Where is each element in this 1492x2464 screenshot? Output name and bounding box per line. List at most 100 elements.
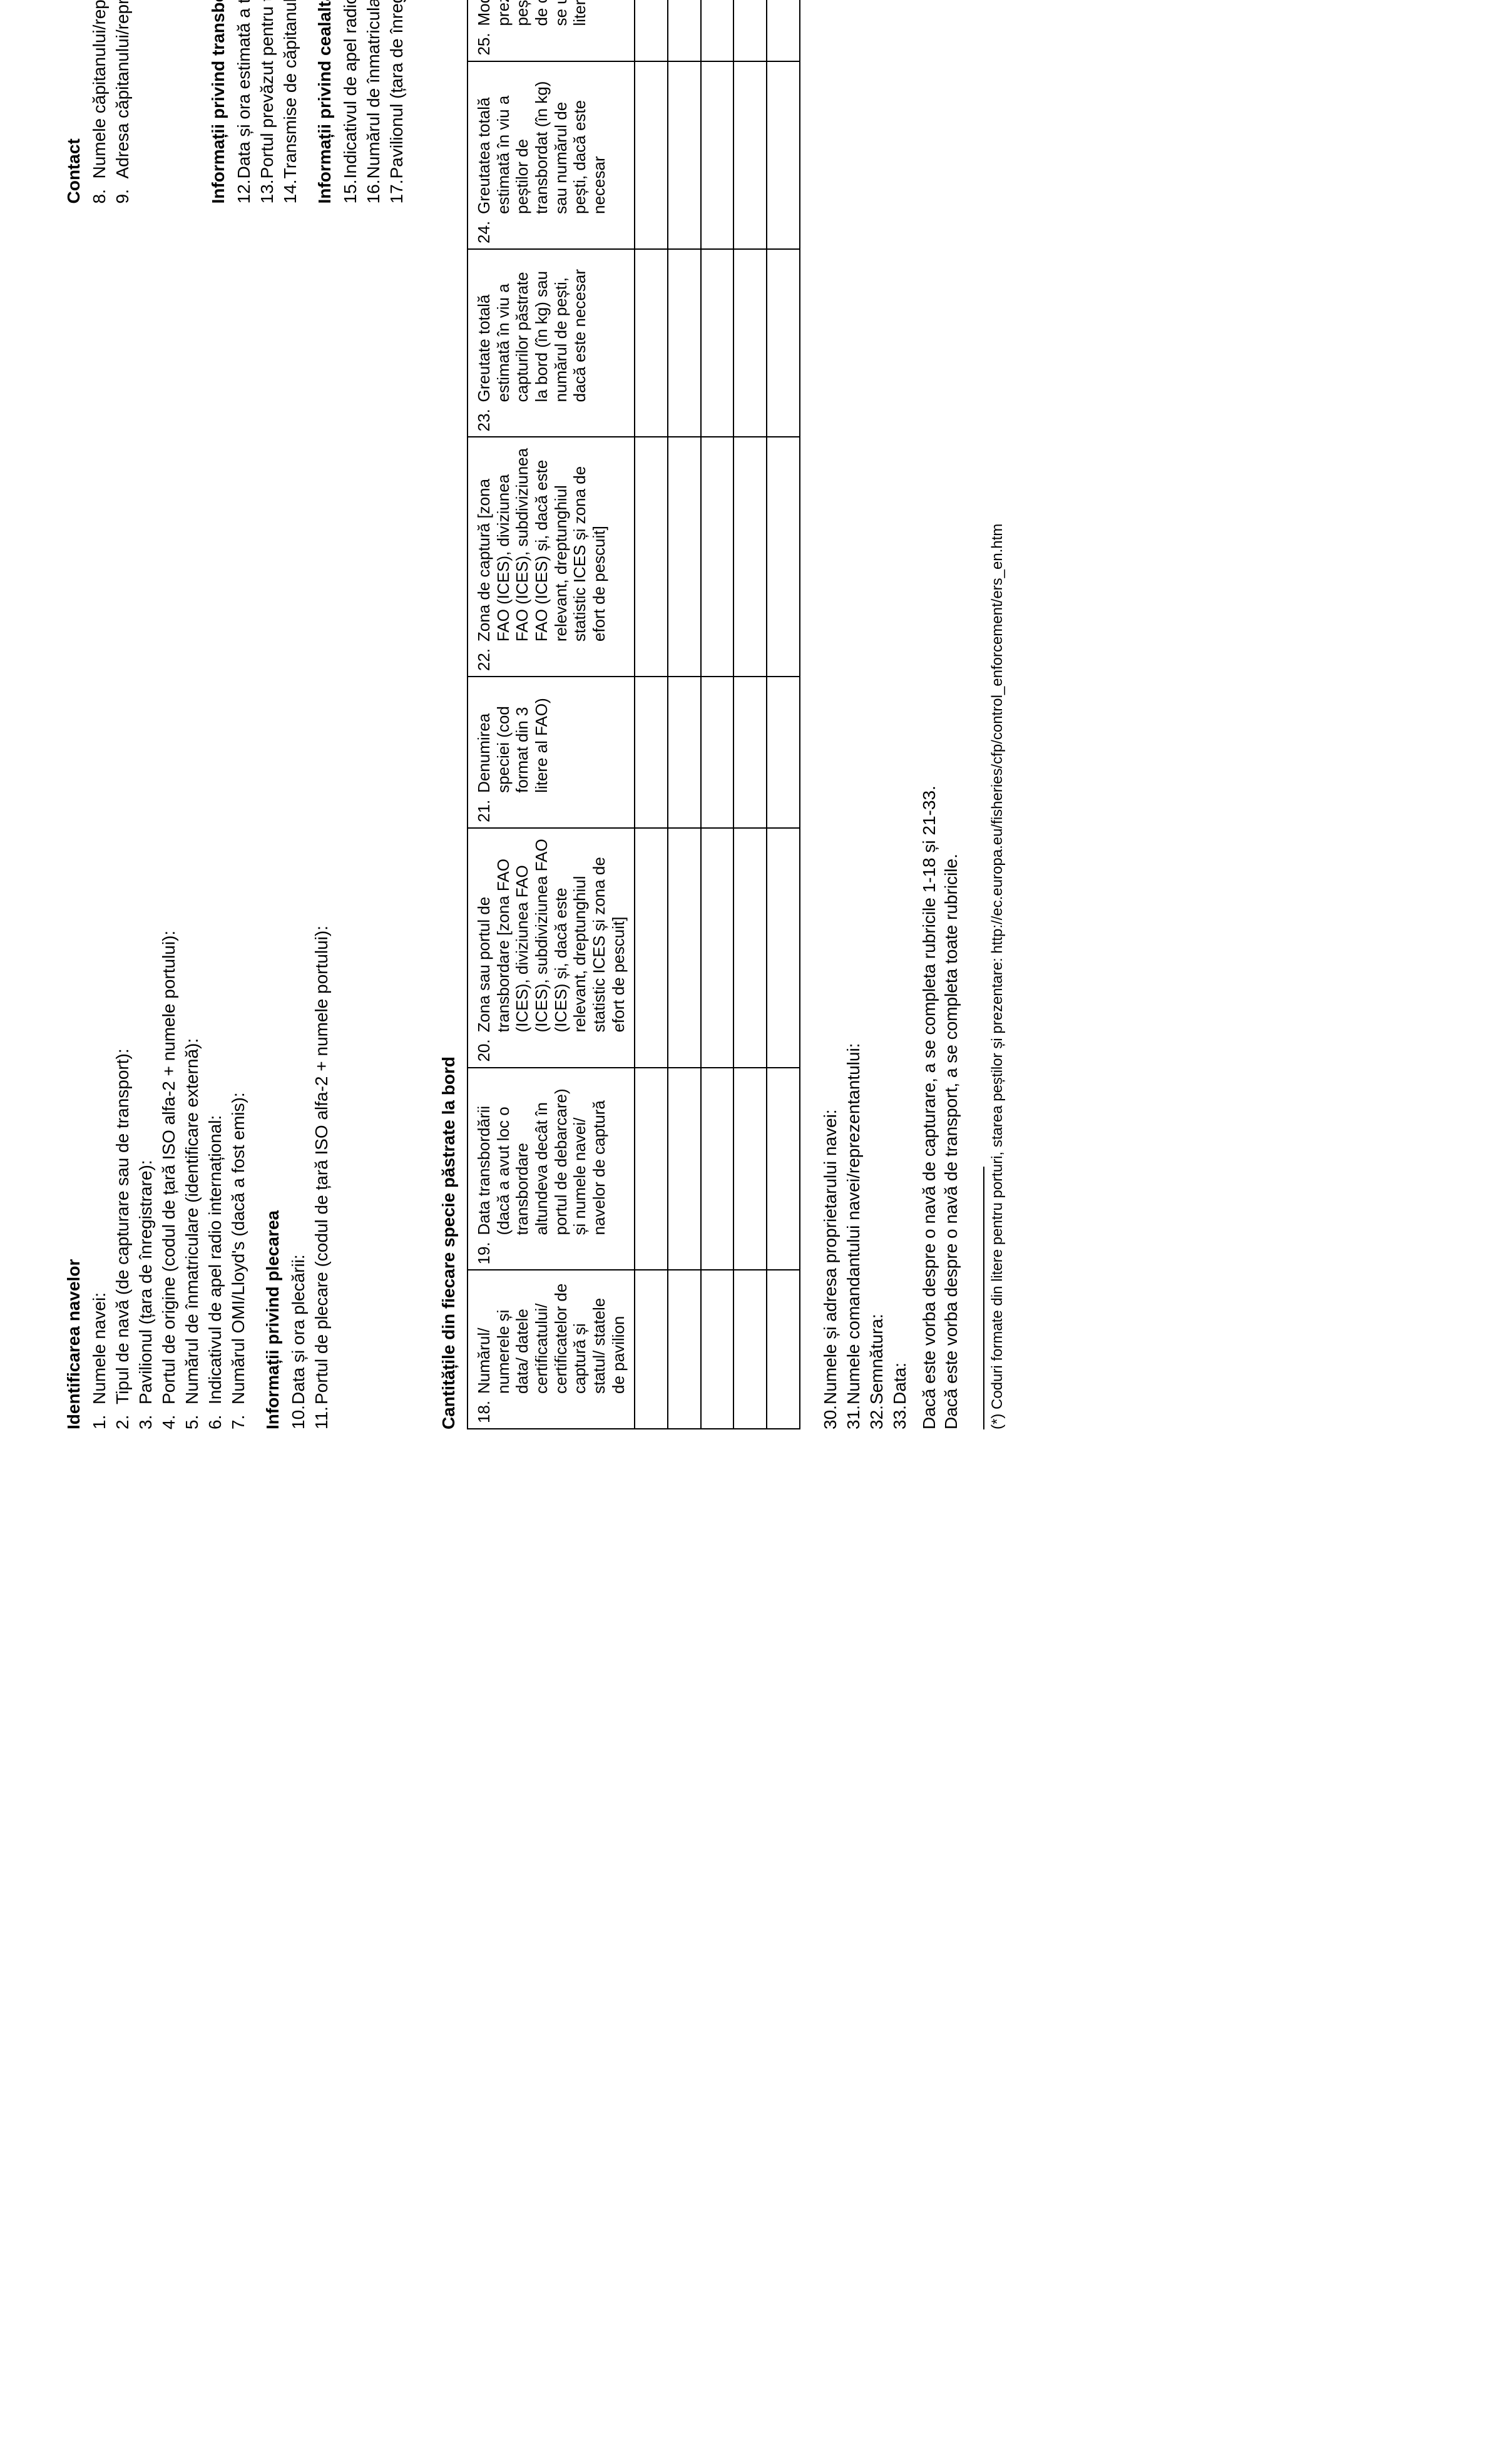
identification-item: 2.Tipul de navă (de capturare sau de tra…: [111, 317, 133, 1430]
departure-item: 11.Portul de plecare (codul de țară ISO …: [310, 317, 332, 1430]
item-text: Adresa căpitanului/reprezentantului:: [113, 0, 132, 179]
species-body: [635, 0, 799, 1429]
item-number: 6.: [204, 1404, 226, 1429]
identification-title: Identificarea navelor: [63, 317, 84, 1430]
col-header: Greutate totală estimată în viu a captur…: [468, 249, 635, 403]
identification-list: 1.Numele navei:2.Tipul de navă (de captu…: [88, 317, 249, 1430]
item-text: Numărul de înmatriculare (identificare e…: [182, 1038, 202, 1404]
item-number: 30.: [819, 1404, 841, 1429]
identification-item: 3.Pavilionul (țara de înregistrare):: [135, 317, 156, 1430]
identification-item: 4.Portul de origine (codul de țară ISO a…: [158, 317, 180, 1430]
col-header: Denumirea speciei (cod format din 3 lite…: [468, 677, 635, 794]
table-cell: [701, 61, 734, 249]
item-text: Numele navei:: [89, 1292, 109, 1404]
item-text: Numărul OMI/Lloyd's (dacă a fost emis):: [228, 1092, 248, 1404]
departure-title: Informații privind plecarea: [262, 317, 284, 1430]
item-number: 13.: [256, 179, 278, 204]
item-text: Semnătura:: [867, 1314, 886, 1404]
right-column: Contact 8.Numele căpitanului/reprezentan…: [50, 0, 412, 204]
col-header: Zona sau portul de transbordare [zona FA…: [468, 828, 635, 1034]
table-cell: [767, 1270, 800, 1429]
instruction-capture: Dacă este vorba despre o navă de captura…: [918, 0, 940, 1429]
item-number: 2.: [111, 1404, 133, 1429]
col-number: 19.: [468, 1237, 635, 1270]
table-cell: [701, 249, 734, 437]
table-cell: [701, 677, 734, 828]
instruction-transport: Dacă este vorba despre o navă de transpo…: [940, 0, 962, 1429]
item-number: 12.: [233, 179, 255, 204]
table-cell: [701, 828, 734, 1068]
other-vessel-title: Informații privind cealaltă navă implica…: [314, 0, 335, 204]
bottom-item: 32.Semnătura:: [866, 0, 887, 1429]
other-vessel-list: 15.Indicativul de apel radio internațion…: [339, 0, 407, 204]
item-text: Portul de plecare (codul de țară ISO alf…: [312, 926, 331, 1404]
col-number: 21.: [468, 794, 635, 828]
table-cell: [635, 61, 668, 249]
contact-title: Contact: [63, 0, 84, 204]
item-text: Indicativul de apel radio internațional:: [205, 1115, 225, 1404]
top-sections: Identificarea navelor 1.Numele navei:2.T…: [50, 0, 412, 1429]
table-cell: [701, 437, 734, 677]
table-cell: [733, 437, 767, 677]
item-text: Portul de origine (codul de țară ISO alf…: [159, 931, 178, 1404]
item-number: 15.: [339, 179, 361, 204]
table-cell: [635, 249, 668, 437]
footnote-rule: [983, 1167, 984, 1429]
table-cell: [668, 437, 701, 677]
species-table: 18.Numărul/ numerele și data/ datele cer…: [467, 0, 800, 1429]
transshipment-item: 13.Portul prevăzut pentru transbordare […: [256, 0, 278, 204]
transshipment-title: Informații privind transbordarea: [207, 0, 229, 204]
departure-item: 10.Data și ora plecării:: [287, 317, 309, 1430]
col-number: 18.: [468, 1395, 635, 1429]
item-text: Numărul de înmatriculare (identificare e…: [364, 0, 383, 179]
table-cell: [668, 0, 701, 61]
item-number: 9.: [111, 179, 133, 204]
bottom-item: 33.Data:: [889, 0, 911, 1429]
table-cell: [733, 1068, 767, 1270]
bottom-item: 31.Numele comandantului navei/reprezenta…: [842, 0, 864, 1429]
identification-item: 5.Numărul de înmatriculare (identificare…: [181, 317, 203, 1430]
table-cell: [701, 0, 734, 61]
col-header: Greutatea totală estimată în viu a pești…: [468, 61, 635, 215]
col-header: Zona de captură [zona FAO (ICES), divizi…: [468, 437, 635, 643]
table-cell: [733, 1270, 767, 1429]
table-cell: [635, 437, 668, 677]
table-cell: [635, 1068, 668, 1270]
table-cell: [767, 677, 800, 828]
table-cell: [668, 61, 701, 249]
table-cell: [767, 1068, 800, 1270]
bottom-item: 30.Numele și adresa proprietarului navei…: [819, 0, 841, 1429]
item-number: 32.: [866, 1404, 887, 1429]
table-cell: [733, 677, 767, 828]
item-text: Numele comandantului navei/reprezentantu…: [844, 1043, 863, 1404]
item-text: Pavilionul (țara de înregistrare):: [387, 0, 406, 179]
item-text: Portul prevăzut pentru transbordare [cod…: [257, 0, 277, 179]
item-number: 16.: [362, 179, 384, 204]
species-header-row: 18.Numărul/ numerele și data/ datele cer…: [468, 0, 635, 1429]
species-table-title: Cantitățile din fiecare specie păstrate …: [437, 0, 459, 1429]
table-cell: [767, 61, 800, 249]
item-text: Transmise de căpitanul/reprezentantul:: [280, 0, 300, 179]
item-number: 11.: [310, 1404, 332, 1429]
table-cell: [635, 0, 668, 61]
item-number: 31.: [842, 1404, 864, 1429]
table-row: [635, 0, 668, 1429]
departure-list: 10.Data și ora plecării:11.Portul de ple…: [287, 317, 332, 1430]
item-number: 4.: [158, 1404, 180, 1429]
page-content: Identificarea navelor 1.Numele navei:2.T…: [0, 0, 1492, 1492]
item-number: 5.: [181, 1404, 203, 1429]
item-text: Indicativul de apel radio internațional:: [340, 0, 360, 179]
other-vessel-item: 16.Numărul de înmatriculare (identificar…: [362, 0, 384, 204]
table-cell: [701, 1068, 734, 1270]
col-number: 24.: [468, 215, 635, 249]
item-number: 33.: [889, 1404, 911, 1429]
instruction-block: Dacă este vorba despre o navă de captura…: [918, 0, 962, 1429]
footnote: (*) Coduri formate din litere pentru por…: [988, 0, 1007, 1429]
transshipment-item: 12.Data și ora estimată a transbordării:: [233, 0, 255, 204]
contact-item: 8.Numele căpitanului/reprezentantului:: [88, 0, 110, 204]
item-text: Data:: [890, 1362, 909, 1404]
table-cell: [767, 437, 800, 677]
table-cell: [635, 828, 668, 1068]
item-text: Tipul de navă (de capturare sau de trans…: [113, 1048, 132, 1404]
item-text: Numele și adresa proprietarului navei:: [820, 1109, 840, 1404]
